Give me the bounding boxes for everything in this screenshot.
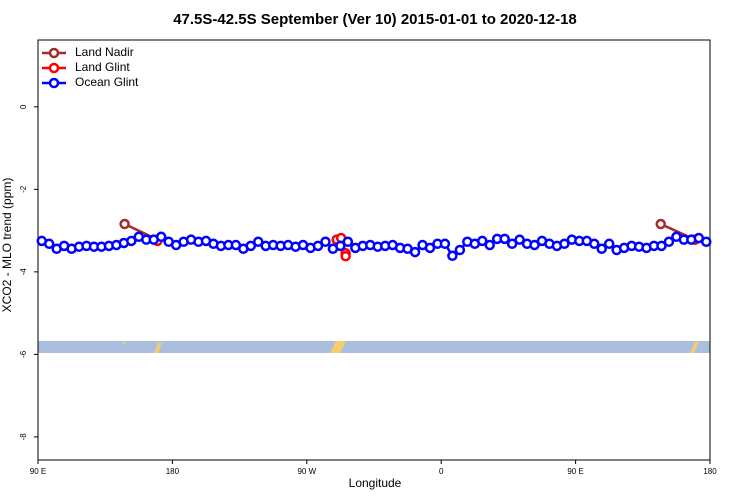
legend-label: Land Glint — [75, 60, 130, 74]
series-line — [124, 222, 696, 241]
point — [424, 242, 436, 254]
point — [499, 233, 510, 245]
point — [340, 250, 351, 262]
legend-label: Ocean Glint — [75, 75, 139, 89]
point — [335, 240, 346, 252]
point — [655, 218, 666, 230]
point — [529, 239, 540, 251]
point — [454, 244, 466, 256]
land-sea-strip — [38, 341, 710, 353]
y-axis-label: XCO2 - MLO trend (ppm) — [0, 178, 14, 313]
point — [484, 239, 495, 251]
point — [126, 235, 137, 247]
point — [596, 243, 607, 255]
y-tick-label: -4 — [19, 268, 28, 276]
x-tick-label: 90 W — [297, 467, 316, 476]
y-tick-label: -6 — [19, 350, 28, 358]
y-tick-label: -2 — [19, 185, 28, 193]
point — [589, 238, 600, 250]
point — [663, 236, 675, 247]
x-tick-label: 180 — [703, 467, 717, 476]
legend-label: Land Nadir — [75, 45, 134, 59]
point — [559, 238, 570, 250]
x-tick-label: 180 — [166, 467, 180, 476]
x-tick-label: 90 E — [30, 467, 46, 476]
point — [155, 231, 167, 243]
point — [506, 238, 518, 250]
point — [656, 240, 667, 252]
y-tick-label: -8 — [19, 433, 28, 441]
point — [701, 236, 712, 247]
plot-frame — [37, 39, 711, 461]
point — [253, 236, 264, 247]
point — [342, 236, 354, 247]
point — [245, 240, 257, 252]
legend-marker — [48, 47, 60, 59]
x-tick-label: 0 — [439, 467, 444, 476]
point — [119, 218, 130, 230]
legend-marker — [48, 77, 60, 89]
chart-title: 47.5S-42.5S September (Ver 10) 2015-01-0… — [173, 11, 577, 28]
point — [447, 250, 458, 262]
point — [514, 234, 525, 245]
point — [312, 240, 324, 252]
point — [439, 238, 451, 250]
legend-marker — [48, 62, 60, 74]
point — [43, 238, 55, 250]
point — [320, 236, 331, 247]
point — [603, 238, 615, 250]
x-axis-label: Longitude — [349, 476, 402, 490]
y-tick-label: 0 — [19, 104, 28, 109]
x-tick-label: 90 E — [567, 467, 583, 476]
point — [477, 235, 488, 247]
point — [409, 246, 421, 258]
